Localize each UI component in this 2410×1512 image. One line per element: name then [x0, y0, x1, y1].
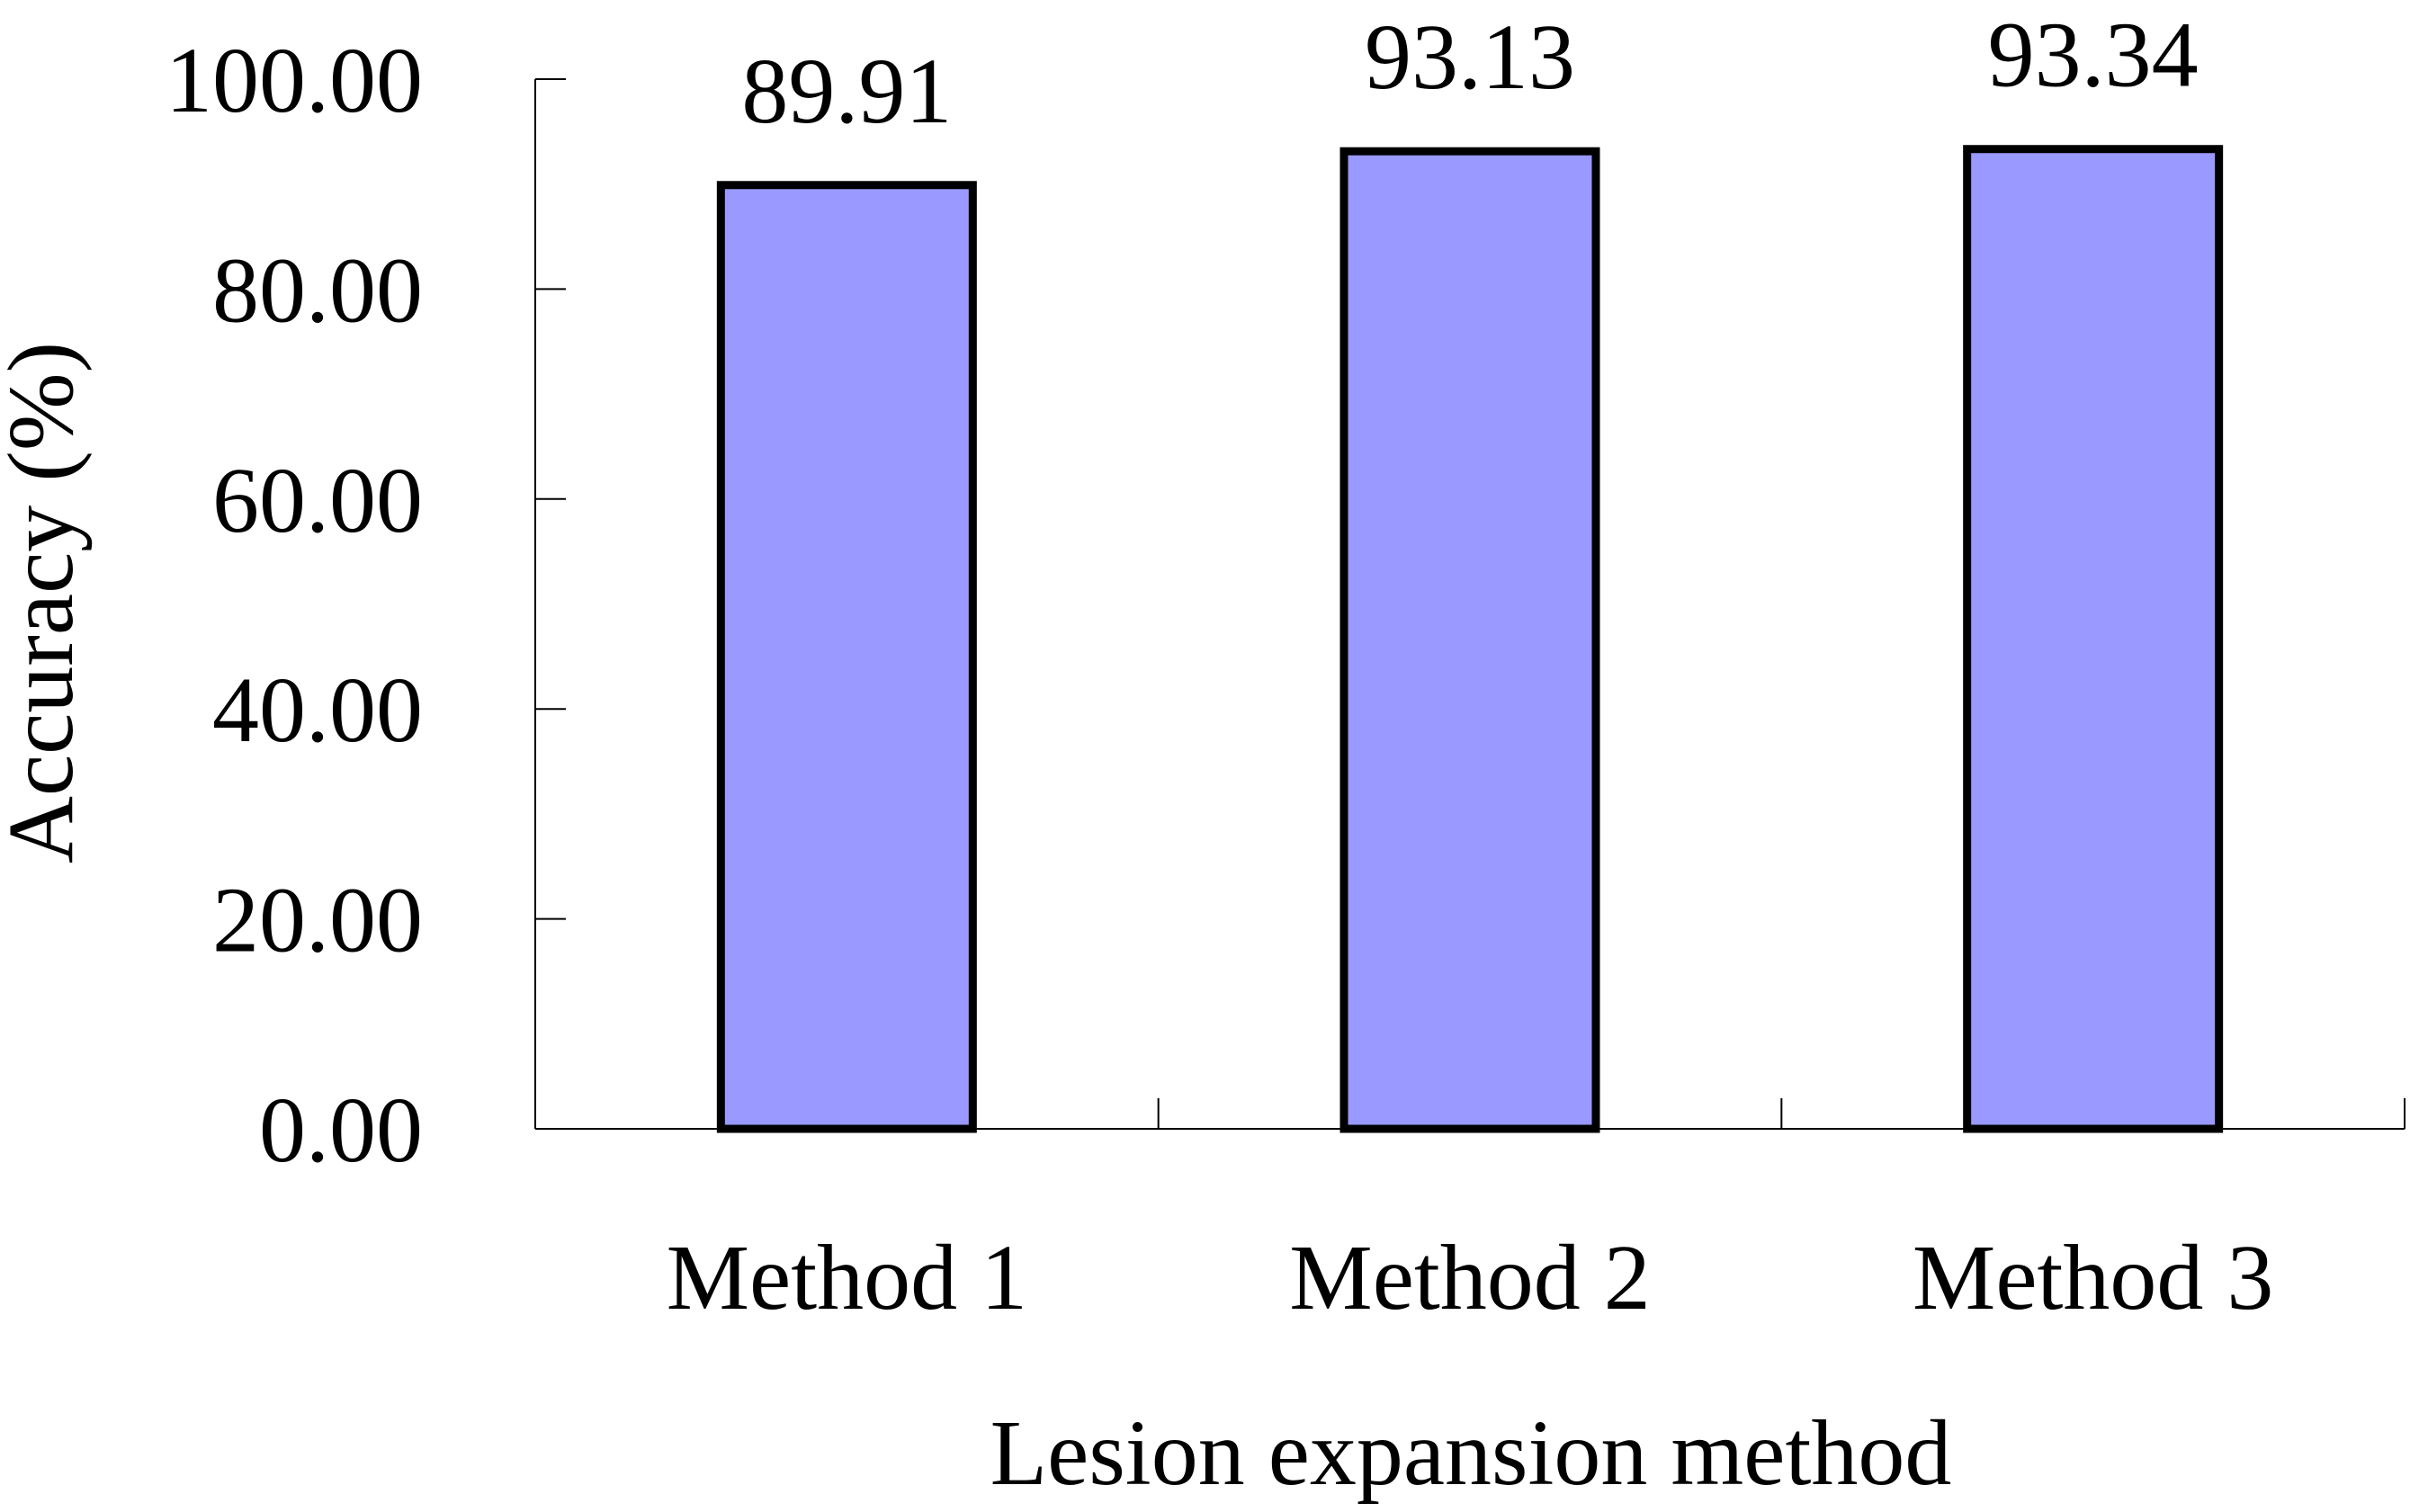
category-label-1: Method 1	[667, 1226, 1028, 1329]
labels-group: 0.00 20.00 40.00 60.00 80.00 100.00 89.91 Metho…	[166, 4, 2273, 1329]
bars-group	[716, 145, 2224, 1133]
y-tick-label: 40.00	[212, 658, 423, 762]
data-label-3: 93.34	[1988, 4, 2199, 107]
category-label-2: Method 2	[1289, 1226, 1651, 1329]
bar-1	[716, 181, 977, 1133]
data-label-2: 93.13	[1365, 5, 1575, 109]
bar-2	[1339, 147, 1600, 1133]
y-tick-label: 100.00	[166, 29, 423, 132]
y-tick-label: 20.00	[212, 869, 423, 972]
y-tick-label: 80.00	[212, 238, 423, 342]
y-tick-label: 0.00	[259, 1078, 423, 1182]
category-label-3: Method 3	[1913, 1226, 2274, 1329]
y-axis-title: Accuracy (%)	[0, 342, 93, 863]
x-axis-title: Lesion expansion method	[990, 1401, 1952, 1505]
bar-3	[1963, 145, 2224, 1133]
data-label-1: 89.91	[741, 40, 952, 143]
y-tick-label: 60.00	[212, 449, 423, 552]
